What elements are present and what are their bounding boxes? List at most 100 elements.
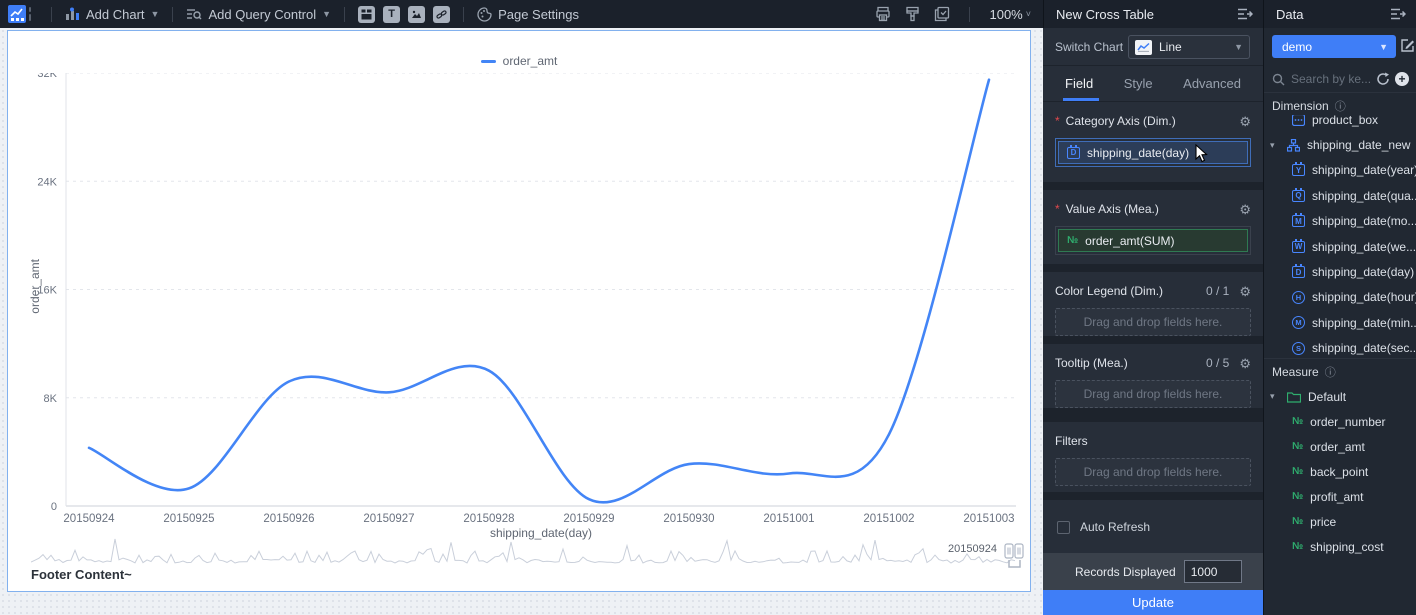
measure-item-price[interactable]: № price bbox=[1264, 509, 1416, 534]
measure-section-header: Measure ⓘ bbox=[1264, 362, 1416, 382]
add-query-control-button[interactable]: Add Query Control ▼ bbox=[186, 7, 331, 22]
dimension-item-shipping-date-new[interactable]: ▾ shipping_date_new bbox=[1264, 132, 1416, 157]
color-legend-section: Color Legend (Dim.) 0 / 1 ⚙ Drag and dro… bbox=[1043, 272, 1263, 336]
field-label: shipping_date(day) bbox=[1312, 265, 1415, 280]
export-icon[interactable] bbox=[875, 6, 891, 22]
tab-advanced[interactable]: Advanced bbox=[1183, 76, 1241, 91]
add-chart-button[interactable]: Add Chart ▼ bbox=[65, 7, 159, 22]
field-type-icon bbox=[1292, 115, 1305, 126]
tab-field[interactable]: Field bbox=[1065, 76, 1094, 91]
chevron-down-icon[interactable]: ▾ bbox=[1270, 391, 1275, 402]
tooltip-dropzone[interactable]: Drag and drop fields here. bbox=[1055, 380, 1251, 408]
update-button[interactable]: Update bbox=[1043, 590, 1263, 615]
chevron-down-icon: ▼ bbox=[322, 9, 332, 19]
field-label: order_amt bbox=[1310, 439, 1365, 454]
field-label: shipping_date(min... bbox=[1312, 315, 1416, 330]
hierarchy-icon bbox=[1287, 138, 1300, 152]
page-settings-icon bbox=[477, 6, 492, 22]
measure-folder-default[interactable]: ▾ Default bbox=[1264, 384, 1416, 409]
container-icon[interactable] bbox=[358, 5, 376, 23]
line-chart-widget[interactable]: order_amt order_amt 0 8K 16K 24K 32K 20150924… bbox=[7, 30, 1031, 592]
measure-item-back-point[interactable]: № back_point bbox=[1264, 459, 1416, 484]
date-day-icon: D bbox=[1067, 144, 1080, 159]
datazoom-handle[interactable] bbox=[1004, 542, 1026, 570]
field-label: shipping_date(sec... bbox=[1312, 341, 1416, 356]
color-legend-label: Color Legend (Dim.) bbox=[1055, 284, 1164, 298]
add-field-icon[interactable]: + bbox=[1395, 72, 1409, 86]
add-chart-icon bbox=[65, 7, 80, 21]
toolbar-separator bbox=[172, 6, 174, 22]
image-icon[interactable] bbox=[408, 5, 426, 23]
folder-label: Default bbox=[1308, 389, 1347, 404]
numeric-icon: № bbox=[1292, 441, 1304, 453]
auto-refresh-label: Auto Refresh bbox=[1080, 520, 1151, 534]
link-icon[interactable] bbox=[433, 5, 451, 23]
gear-icon[interactable]: ⚙ bbox=[1239, 355, 1251, 371]
line-chart-plot[interactable]: 0 8K 16K 24K 32K 20150924 20150925 20150926 2015… bbox=[21, 73, 1023, 543]
chart-panel-title: New Cross Table bbox=[1056, 6, 1155, 22]
category-axis-field-chip[interactable]: D shipping_date(day) bbox=[1058, 141, 1248, 164]
field-label: price bbox=[1310, 514, 1337, 529]
records-displayed-input[interactable] bbox=[1183, 560, 1242, 583]
refresh-icon[interactable] bbox=[1376, 72, 1390, 86]
text-icon[interactable]: T bbox=[383, 5, 401, 23]
collapse-panel-icon[interactable] bbox=[1238, 8, 1253, 20]
batch-select-icon[interactable] bbox=[934, 6, 950, 22]
value-axis-field-chip[interactable]: № order_amt(SUM) bbox=[1058, 229, 1248, 252]
x-tick-label: 20150924 bbox=[63, 513, 115, 525]
chart-legend[interactable]: order_amt bbox=[8, 54, 1030, 68]
measure-label: Measure bbox=[1272, 365, 1319, 379]
tab-style[interactable]: Style bbox=[1123, 76, 1153, 91]
auto-refresh-checkbox[interactable] bbox=[1057, 520, 1070, 534]
series-line-order-amt[interactable] bbox=[87, 78, 991, 504]
filters-dropzone[interactable]: Drag and drop fields here. bbox=[1055, 458, 1251, 486]
x-tick-label: 20150929 bbox=[563, 513, 614, 525]
color-legend-dropzone[interactable]: Drag and drop fields here. bbox=[1055, 308, 1251, 336]
datazoom-minimap[interactable] bbox=[31, 536, 1016, 568]
gear-icon[interactable]: ⚙ bbox=[1239, 113, 1251, 129]
dropzone-placeholder: Drag and drop fields here. bbox=[1083, 465, 1223, 479]
folder-icon bbox=[1287, 391, 1301, 403]
dashboard-canvas: order_amt order_amt 0 8K 16K 24K 32K 20150924… bbox=[0, 28, 1043, 615]
gear-icon[interactable]: ⚙ bbox=[1239, 283, 1251, 299]
chart-config-panel: Switch Chart Line ▼ Field Style Advanced… bbox=[1043, 28, 1263, 615]
category-axis-label: Category Axis (Dim.) bbox=[1065, 114, 1176, 128]
dataset-dropdown[interactable]: demo ▼ bbox=[1272, 35, 1396, 58]
field-label: shipping_date(qua... bbox=[1312, 188, 1416, 203]
dimension-item-product-box[interactable]: product_box bbox=[1264, 115, 1416, 132]
format-brush-icon[interactable] bbox=[905, 6, 920, 22]
x-tick-label: 20150925 bbox=[163, 513, 214, 525]
date-day-icon: D bbox=[1292, 264, 1305, 279]
zoom-level-control[interactable]: 100% ˅ bbox=[989, 7, 1031, 22]
search-input[interactable] bbox=[1291, 72, 1376, 86]
measure-item-order-amt[interactable]: № order_amt bbox=[1264, 434, 1416, 459]
measure-item-profit-amt[interactable]: № profit_amt bbox=[1264, 484, 1416, 509]
widget-footer-text: Footer Content~ bbox=[31, 567, 132, 582]
active-tab-indicator bbox=[1063, 98, 1099, 101]
page-settings-label: Page Settings bbox=[498, 6, 580, 22]
measure-item-order-number[interactable]: № order_number bbox=[1264, 409, 1416, 434]
edit-dataset-icon[interactable] bbox=[1400, 38, 1415, 53]
gear-icon[interactable]: ⚙ bbox=[1239, 201, 1251, 217]
category-axis-section: * Category Axis (Dim.) ⚙ D shipping_date… bbox=[1043, 102, 1263, 182]
tooltip-section: Tooltip (Mea.) 0 / 5 ⚙ Drag and drop fie… bbox=[1043, 344, 1263, 408]
toolbar-separator bbox=[344, 6, 346, 22]
page-settings-button[interactable]: Page Settings bbox=[477, 7, 579, 22]
chart-type-dropdown[interactable]: Line ▼ bbox=[1128, 35, 1250, 59]
measure-item-shipping-cost[interactable]: № shipping_cost bbox=[1264, 534, 1416, 559]
data-panel-title: Data bbox=[1276, 6, 1304, 22]
chevron-down-icon[interactable]: ▾ bbox=[1270, 139, 1275, 150]
chevron-down-icon: ▼ bbox=[150, 9, 160, 19]
field-label: product_box bbox=[1312, 115, 1379, 127]
numeric-icon: № bbox=[1292, 491, 1304, 503]
collapse-panel-icon[interactable] bbox=[1391, 8, 1406, 20]
filters-label: Filters bbox=[1055, 434, 1088, 448]
